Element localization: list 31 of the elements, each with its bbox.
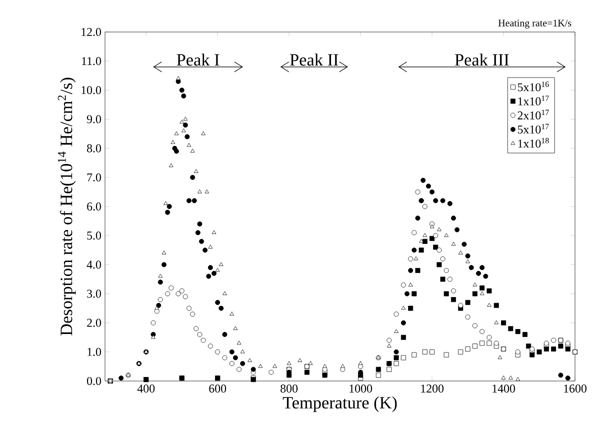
x-tick-label: 1200 [421,384,444,393]
y-tick-label: 5.0 [87,232,102,240]
y-tick-label: 4.0 [86,260,102,269]
x-tick-label: 1000 [350,384,372,393]
annotation: Peak II [290,54,338,66]
x-tick-label: 1400 [492,384,516,393]
y-tick-label: 9.0 [86,115,102,124]
y-tick-label: 10.0 [82,86,102,94]
chart-subtitle: Heating rate=1K/s [498,20,572,28]
legend-label: 1x10$^{17}$ [518,96,549,106]
legend-label: 2x10$^{17}$ [518,110,549,120]
x-tick-label: 400 [137,384,155,393]
y-tick-label: 0.0 [86,376,102,386]
y-tick-label: 12.0 [82,28,102,36]
y-tick-label: 1.0 [88,348,102,356]
x-tick-label: 600 [209,384,226,393]
x-tick-label: 800 [280,384,298,393]
y-tick-label: 11.0 [82,57,102,66]
y-tick-label: 6.0 [87,202,102,211]
annotation: Peak I [176,54,220,66]
y-tick-label: 3.0 [87,290,102,298]
y-tick-label: 2.0 [87,318,102,327]
x-axis-title: Temperature (K) [282,396,397,412]
y-tick-label: 7.0 [87,173,102,182]
legend-label: 5x10$^{16}$ [518,82,549,92]
y-axis-title: Desorption rate of He(10$^{14}$ He/cm$^{2}$/s) [58,78,76,336]
legend-label: 1x10$^{18}$ [518,138,549,148]
annotation: Peak III [454,54,509,66]
legend-label: 5x10$^{17}$ [518,124,549,134]
x-tick-label: 1600 [564,384,586,393]
y-tick-label: 8.0 [86,144,102,152]
